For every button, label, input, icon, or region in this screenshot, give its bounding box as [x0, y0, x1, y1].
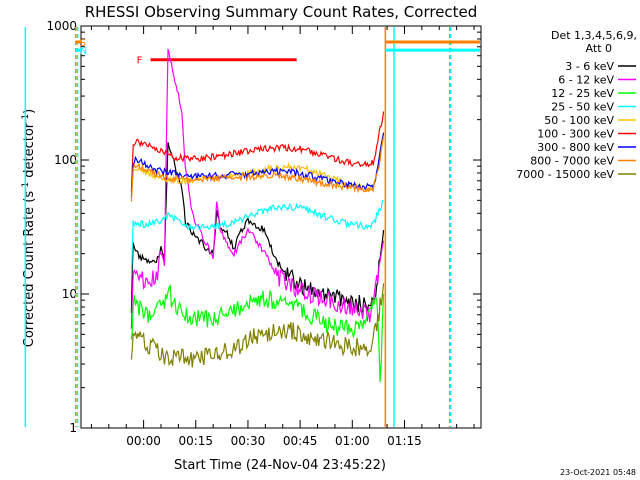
y-axis-label: Corrected Count Rate (s-1 detector-1) — [21, 109, 37, 347]
series-line — [130, 132, 385, 199]
legend-entry-label: 50 - 100 keV — [544, 114, 614, 127]
legend-entry-label: 25 - 50 keV — [551, 101, 614, 114]
series-line — [130, 136, 385, 202]
legend-entry-label: 12 - 25 keV — [551, 87, 614, 100]
legend-entry-label: 7000 - 15000 keV — [516, 168, 614, 181]
legend-entry-label: 6 - 12 keV — [558, 74, 614, 87]
series-line — [130, 199, 384, 276]
legend-entry-label: 300 - 800 keV — [537, 141, 614, 154]
legend-entry-label: 100 - 300 keV — [537, 128, 614, 141]
y-tick-label: 10 — [62, 287, 77, 301]
plot-area: 1 10 100 1000 00:00 00:15 00:30 00:45 01:00 01:15… — [24, 19, 482, 448]
y-tick-label: 100 — [54, 153, 77, 167]
legend-entry-label: 800 - 7000 keV — [530, 155, 614, 168]
x-tick-label: 00:45 — [283, 434, 318, 448]
flag-label: F — [137, 56, 143, 67]
svg-text:Corrected Count Rate (s-1 dete: Corrected Count Rate (s-1 detector-1) — [21, 109, 37, 347]
y-axis-label-mid: detector — [22, 122, 37, 182]
y-axis-label-main: Corrected Count Rate (s — [22, 191, 37, 348]
footer-timestamp: 23-Oct-2021 05:48 — [560, 468, 636, 477]
flag-label: S — [80, 38, 86, 49]
legend-header-detectors: Det 1,3,4,5,6,9, — [551, 29, 637, 42]
flag-label: N — [80, 46, 87, 57]
x-tick-label: 00:15 — [178, 434, 213, 448]
series-line — [130, 284, 385, 383]
y-tick-label: 1 — [69, 421, 77, 435]
x-tick-label: 00:30 — [231, 434, 266, 448]
chart-title: RHESSI Observing Summary Count Rates, Co… — [85, 3, 478, 21]
y-tick-label: 1000 — [46, 19, 77, 33]
series-line — [130, 132, 385, 198]
series-line — [130, 111, 385, 193]
x-tick-label: 00:00 — [126, 434, 161, 448]
y-axis-label-end: ) — [22, 109, 37, 114]
series-line — [130, 49, 385, 329]
x-tick-label: 01:00 — [335, 434, 370, 448]
plot-frame — [80, 25, 482, 429]
legend-entry-label: 3 - 6 keV — [565, 60, 614, 73]
legend-header-attenuator: Att 0 — [586, 42, 612, 55]
x-tick-label: 01:15 — [387, 434, 422, 448]
series-line — [130, 283, 385, 368]
x-axis-label: Start Time (24-Nov-04 23:45:22) — [174, 458, 386, 473]
